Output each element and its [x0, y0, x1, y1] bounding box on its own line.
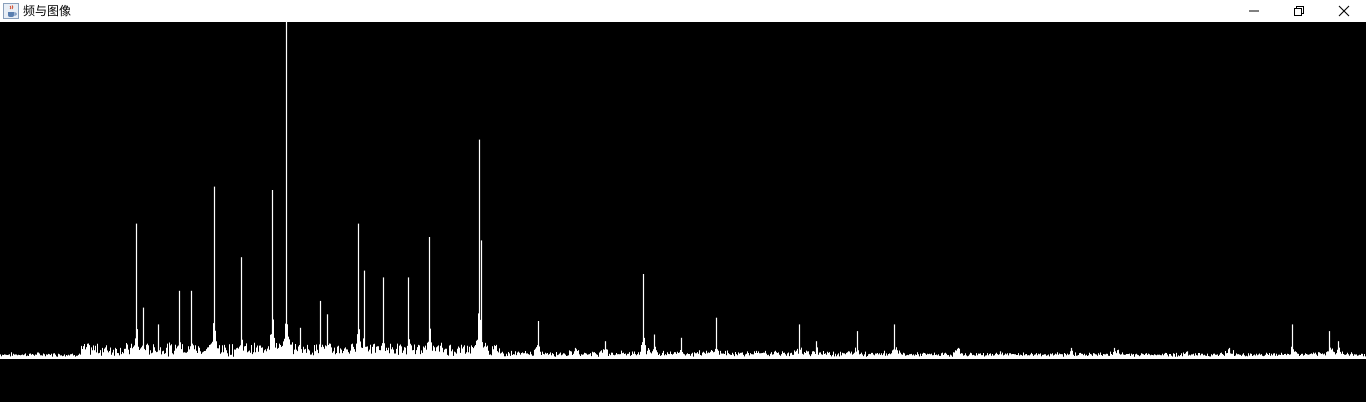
- spectrum-chart: [0, 22, 1366, 359]
- minimize-icon: [1248, 10, 1259, 12]
- window-title: 频与图像: [23, 4, 72, 18]
- close-button[interactable]: [1321, 0, 1366, 22]
- window-controls: [1231, 0, 1366, 22]
- title-bar[interactable]: 频与图像: [0, 0, 1366, 22]
- spectrum-canvas: [0, 22, 1366, 402]
- java-cup-icon[interactable]: [3, 3, 19, 19]
- restore-button[interactable]: [1276, 0, 1321, 22]
- close-icon: [1338, 5, 1349, 17]
- minimize-button[interactable]: [1231, 0, 1276, 22]
- restore-icon: [1293, 6, 1304, 16]
